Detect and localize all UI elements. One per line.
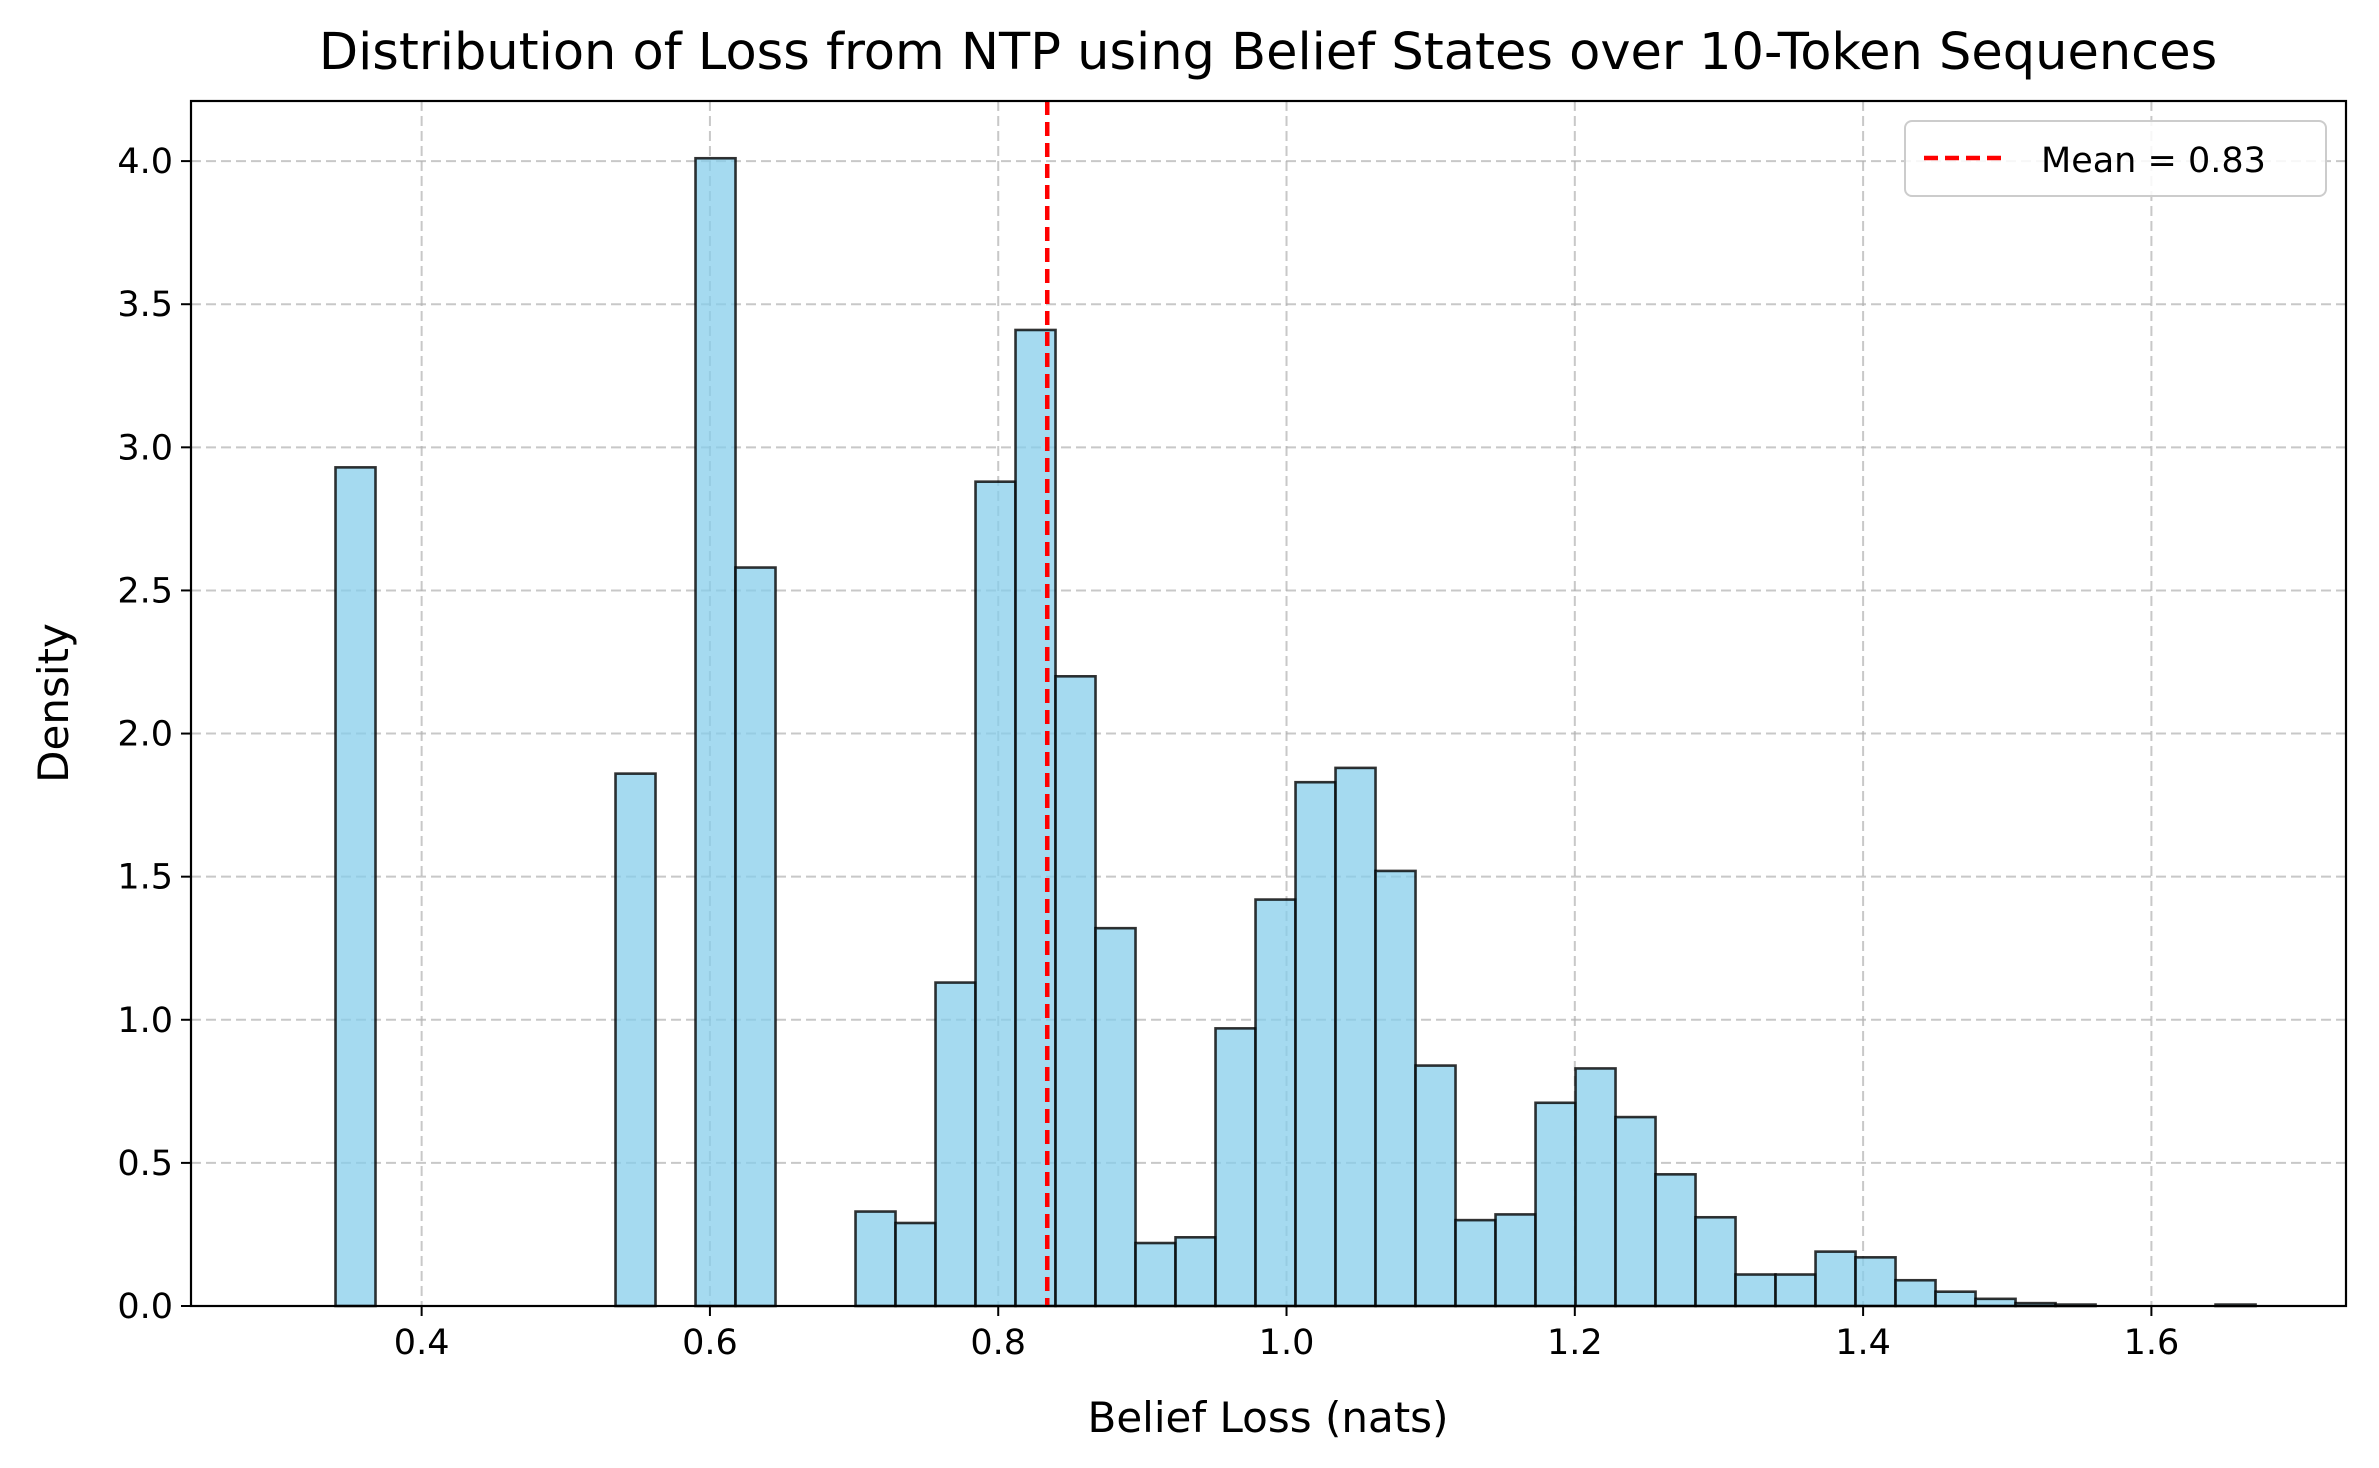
legend: Mean = 0.83 (1904, 120, 2327, 197)
histogram-bar (694, 156, 737, 1308)
histogram-bar (1094, 926, 1137, 1308)
histogram-bar (1814, 1250, 1857, 1308)
histogram-bar (1534, 1101, 1577, 1308)
x-tick-label: 0.4 (394, 1323, 450, 1363)
histogram-bar (1894, 1278, 1937, 1308)
x-tick-label: 1.0 (1259, 1323, 1315, 1363)
histogram-bar (1174, 1236, 1217, 1308)
histogram-bar (1254, 898, 1297, 1308)
axes-frame (189, 99, 2348, 1308)
histogram-bar (734, 566, 777, 1308)
ticks-layer: 0.4 0.6 0.8 1.0 1.2 1.4 1.6 0.0 0.5 1.0 1.5 2.0 2.5 3… (117, 142, 2179, 1363)
x-tick-label: 1.4 (1835, 1323, 1891, 1363)
x-axis-label: Belief Loss (nats) (1088, 1393, 1449, 1442)
histogram-bar (1414, 1064, 1457, 1308)
histogram-bar (1494, 1213, 1537, 1308)
histogram-bar (1014, 328, 1057, 1308)
bars-layer (334, 156, 2257, 1308)
histogram-bar (1214, 1027, 1257, 1308)
y-tick-label: 3.5 (117, 285, 173, 325)
x-tick-label: 1.6 (2124, 1323, 2180, 1363)
histogram-bar (1774, 1273, 1817, 1308)
histogram-bar (894, 1221, 937, 1308)
histogram-bar (334, 466, 377, 1308)
y-tick-label: 2.5 (117, 571, 173, 611)
y-axis-label: Density (29, 623, 78, 783)
legend-label: Mean = 0.83 (2041, 141, 2266, 181)
histogram-bar (1614, 1115, 1657, 1308)
histogram-bar (614, 772, 657, 1308)
y-tick-label: 0.5 (117, 1144, 173, 1184)
histogram-bar (934, 981, 977, 1308)
histogram-bar (1574, 1067, 1617, 1308)
histogram-bar (1134, 1241, 1177, 1308)
histogram-bar (1294, 780, 1337, 1308)
histogram-bar (1654, 1173, 1697, 1308)
x-tick-label: 0.8 (970, 1323, 1026, 1363)
y-tick-label: 1.5 (117, 858, 173, 898)
legend-box (1904, 120, 2327, 197)
histogram-bar (974, 480, 1017, 1308)
histogram-bar (854, 1210, 897, 1308)
histogram-bar (1454, 1218, 1497, 1308)
histogram-bar (1694, 1215, 1737, 1308)
y-tick-label: 2.0 (117, 715, 173, 755)
histogram-bar (1334, 766, 1377, 1308)
y-tick-label: 0.0 (117, 1287, 173, 1327)
y-tick-label: 1.0 (117, 1001, 173, 1041)
histogram-bar (1054, 675, 1097, 1308)
y-tick-label: 3.0 (117, 428, 173, 468)
chart-title: Distribution of Loss from NTP using Beli… (319, 23, 2217, 82)
y-tick-label: 4.0 (117, 142, 173, 182)
histogram-bar (1854, 1256, 1897, 1308)
x-tick-label: 1.2 (1547, 1323, 1603, 1363)
histogram-bar (1734, 1273, 1777, 1308)
histogram-bar (1934, 1290, 1977, 1308)
histogram-bar (1374, 869, 1417, 1308)
x-tick-label: 0.6 (682, 1323, 738, 1363)
